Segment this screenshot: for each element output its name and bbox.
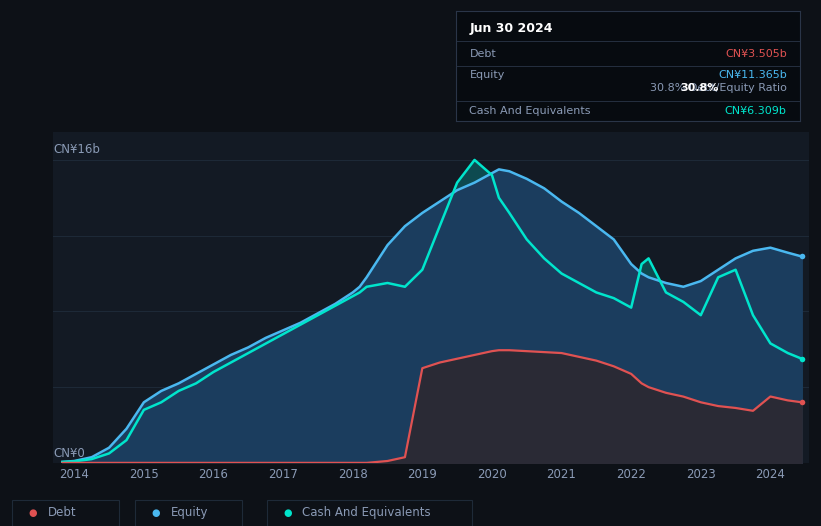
Text: Debt: Debt <box>470 48 496 58</box>
Text: ●: ● <box>283 508 291 518</box>
Text: Jun 30 2024: Jun 30 2024 <box>470 22 553 35</box>
Text: 30.8% Debt/Equity Ratio: 30.8% Debt/Equity Ratio <box>649 83 787 93</box>
Text: Cash And Equivalents: Cash And Equivalents <box>302 507 431 519</box>
Text: Debt: Debt <box>48 507 76 519</box>
Text: 30.8%: 30.8% <box>680 83 718 93</box>
Text: CN¥3.505b: CN¥3.505b <box>725 48 787 58</box>
Text: CN¥0: CN¥0 <box>53 447 85 460</box>
Text: CN¥6.309b: CN¥6.309b <box>725 106 787 116</box>
Text: ●: ● <box>29 508 37 518</box>
Text: ●: ● <box>152 508 160 518</box>
Text: Cash And Equivalents: Cash And Equivalents <box>470 106 591 116</box>
Text: Equity: Equity <box>470 69 505 79</box>
Text: CN¥16b: CN¥16b <box>53 143 100 156</box>
Text: Equity: Equity <box>171 507 209 519</box>
Text: CN¥11.365b: CN¥11.365b <box>718 69 787 79</box>
